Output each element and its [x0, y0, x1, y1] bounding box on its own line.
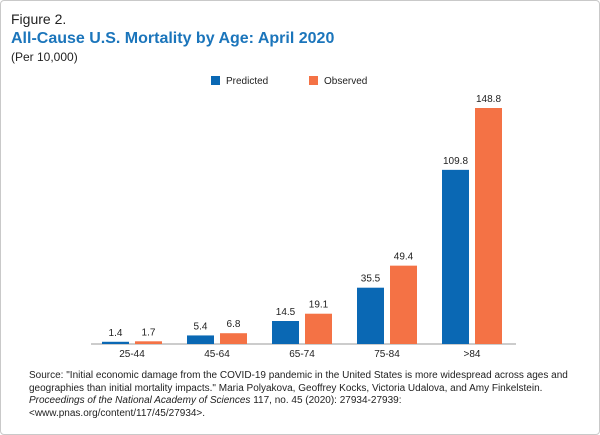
data-label: 109.8	[443, 156, 468, 167]
source-text: Source: "Initial economic damage from th…	[29, 370, 568, 394]
data-label: 14.5	[276, 307, 296, 318]
bar	[135, 341, 162, 344]
x-tick-label: >84	[464, 349, 481, 360]
figure-label: Figure 2.	[11, 11, 67, 27]
bar	[220, 333, 247, 344]
source-note: Source: "Initial economic damage from th…	[29, 370, 569, 420]
data-label: 19.1	[309, 300, 329, 311]
x-tick-label: 65-74	[289, 349, 315, 360]
bar	[475, 108, 502, 344]
source-text: 117, no. 45 (2020): 27934-27939: <www.pn…	[29, 395, 402, 419]
bar	[357, 287, 384, 344]
chart-subtitle: (Per 10,000)	[11, 50, 78, 64]
data-label: 35.5	[361, 274, 381, 285]
chart-title: All-Cause U.S. Mortality by Age: April 2…	[11, 30, 335, 47]
x-tick-label: 25-44	[119, 349, 145, 360]
legend-swatch	[211, 76, 220, 85]
bar	[390, 265, 417, 344]
data-label: 148.8	[476, 94, 501, 105]
legend-swatch	[309, 76, 318, 85]
bar	[442, 169, 469, 344]
data-label: 6.8	[227, 319, 241, 330]
data-label: 1.4	[109, 328, 123, 339]
x-tick-label: 75-84	[374, 349, 400, 360]
source-journal: Proceedings of the National Academy of S…	[29, 395, 251, 406]
bar	[272, 321, 299, 344]
x-tick-label: 45-64	[204, 349, 230, 360]
bar	[187, 335, 214, 344]
bar	[102, 341, 129, 344]
data-label: 1.7	[142, 327, 156, 338]
legend-label: Predicted	[226, 76, 268, 87]
data-label: 49.4	[394, 252, 414, 263]
data-label: 5.4	[194, 321, 208, 332]
bar	[305, 313, 332, 344]
legend-label: Observed	[324, 76, 367, 87]
